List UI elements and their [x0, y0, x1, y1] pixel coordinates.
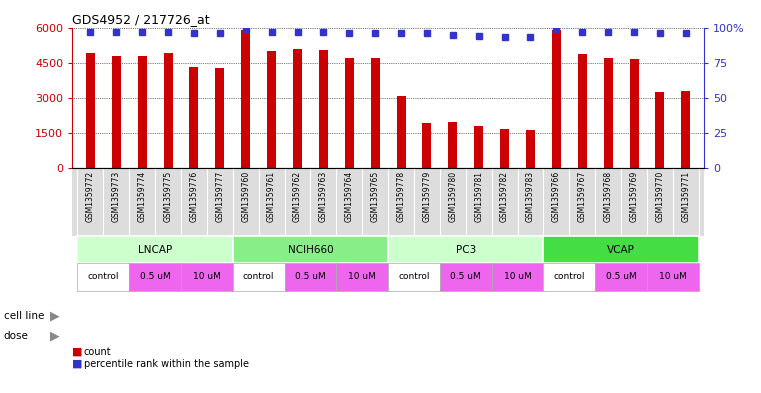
Bar	[526, 130, 535, 168]
Bar	[293, 49, 302, 168]
Bar	[181, 263, 233, 291]
Bar	[543, 236, 699, 263]
Bar	[578, 54, 587, 168]
Bar	[492, 263, 543, 291]
Text: dose: dose	[4, 331, 29, 341]
Bar	[595, 263, 647, 291]
Text: GSM1359783: GSM1359783	[526, 171, 535, 222]
Text: GSM1359773: GSM1359773	[112, 171, 121, 222]
Bar	[448, 122, 457, 168]
Text: ■: ■	[72, 347, 83, 357]
Text: GSM1359776: GSM1359776	[189, 171, 199, 222]
Text: GSM1359781: GSM1359781	[474, 171, 483, 222]
Text: GSM1359779: GSM1359779	[422, 171, 431, 222]
Bar	[440, 263, 492, 291]
Text: GSM1359775: GSM1359775	[164, 171, 173, 222]
Text: GSM1359782: GSM1359782	[500, 171, 509, 222]
Text: LNCAP: LNCAP	[138, 244, 172, 255]
Text: 10 uM: 10 uM	[193, 272, 221, 281]
Text: 10 uM: 10 uM	[349, 272, 376, 281]
Text: GSM1359770: GSM1359770	[655, 171, 664, 222]
Bar	[388, 236, 543, 263]
Text: GSM1359769: GSM1359769	[629, 171, 638, 222]
Bar	[336, 263, 388, 291]
Bar	[78, 236, 233, 263]
Bar	[86, 53, 95, 168]
Bar	[629, 59, 638, 168]
Text: GSM1359766: GSM1359766	[552, 171, 561, 222]
Text: GSM1359774: GSM1359774	[138, 171, 147, 222]
Bar	[603, 58, 613, 168]
Text: GSM1359777: GSM1359777	[215, 171, 224, 222]
Text: VCAP: VCAP	[607, 244, 635, 255]
Bar	[285, 263, 336, 291]
Text: ▶: ▶	[49, 310, 59, 323]
Text: GSM1359761: GSM1359761	[267, 171, 276, 222]
Text: GSM1359764: GSM1359764	[345, 171, 354, 222]
Text: control: control	[398, 272, 430, 281]
Text: control: control	[243, 272, 275, 281]
Text: NCIH660: NCIH660	[288, 244, 333, 255]
Bar	[474, 126, 483, 168]
Text: percentile rank within the sample: percentile rank within the sample	[84, 358, 249, 369]
Bar	[215, 68, 224, 168]
Text: GSM1359762: GSM1359762	[293, 171, 302, 222]
Text: GSM1359771: GSM1359771	[681, 171, 690, 222]
Bar	[543, 263, 595, 291]
Bar	[396, 96, 406, 168]
Text: 0.5 uM: 0.5 uM	[606, 272, 636, 281]
Text: ■: ■	[72, 358, 83, 369]
Bar	[681, 91, 690, 168]
Text: GSM1359778: GSM1359778	[396, 171, 406, 222]
Bar	[189, 67, 199, 168]
Text: ▶: ▶	[49, 329, 59, 343]
Bar	[552, 30, 561, 168]
Text: GDS4952 / 217726_at: GDS4952 / 217726_at	[72, 13, 210, 26]
Text: GSM1359767: GSM1359767	[578, 171, 587, 222]
Bar	[388, 263, 440, 291]
Text: cell line: cell line	[4, 311, 44, 321]
Bar	[233, 236, 388, 263]
Text: control: control	[553, 272, 585, 281]
Bar	[500, 129, 509, 168]
Bar	[112, 55, 121, 168]
Bar	[345, 58, 354, 168]
Bar	[129, 263, 181, 291]
Bar	[655, 92, 664, 168]
Bar	[78, 263, 129, 291]
Bar	[164, 53, 173, 168]
Bar	[241, 30, 250, 168]
Text: 0.5 uM: 0.5 uM	[140, 272, 170, 281]
Text: GSM1359760: GSM1359760	[241, 171, 250, 222]
Bar	[319, 50, 328, 168]
Text: GSM1359768: GSM1359768	[603, 171, 613, 222]
Text: GSM1359780: GSM1359780	[448, 171, 457, 222]
Bar	[138, 55, 147, 168]
Text: 0.5 uM: 0.5 uM	[295, 272, 326, 281]
Bar	[233, 263, 285, 291]
Text: 0.5 uM: 0.5 uM	[451, 272, 481, 281]
Bar	[422, 123, 431, 168]
Text: PC3: PC3	[456, 244, 476, 255]
Text: 10 uM: 10 uM	[504, 272, 531, 281]
Text: count: count	[84, 347, 111, 357]
Bar	[647, 263, 699, 291]
Text: GSM1359765: GSM1359765	[371, 171, 380, 222]
Text: 10 uM: 10 uM	[659, 272, 686, 281]
Text: control: control	[88, 272, 119, 281]
Bar	[371, 58, 380, 168]
Text: GSM1359763: GSM1359763	[319, 171, 328, 222]
Text: GSM1359772: GSM1359772	[86, 171, 95, 222]
Bar	[267, 51, 276, 168]
